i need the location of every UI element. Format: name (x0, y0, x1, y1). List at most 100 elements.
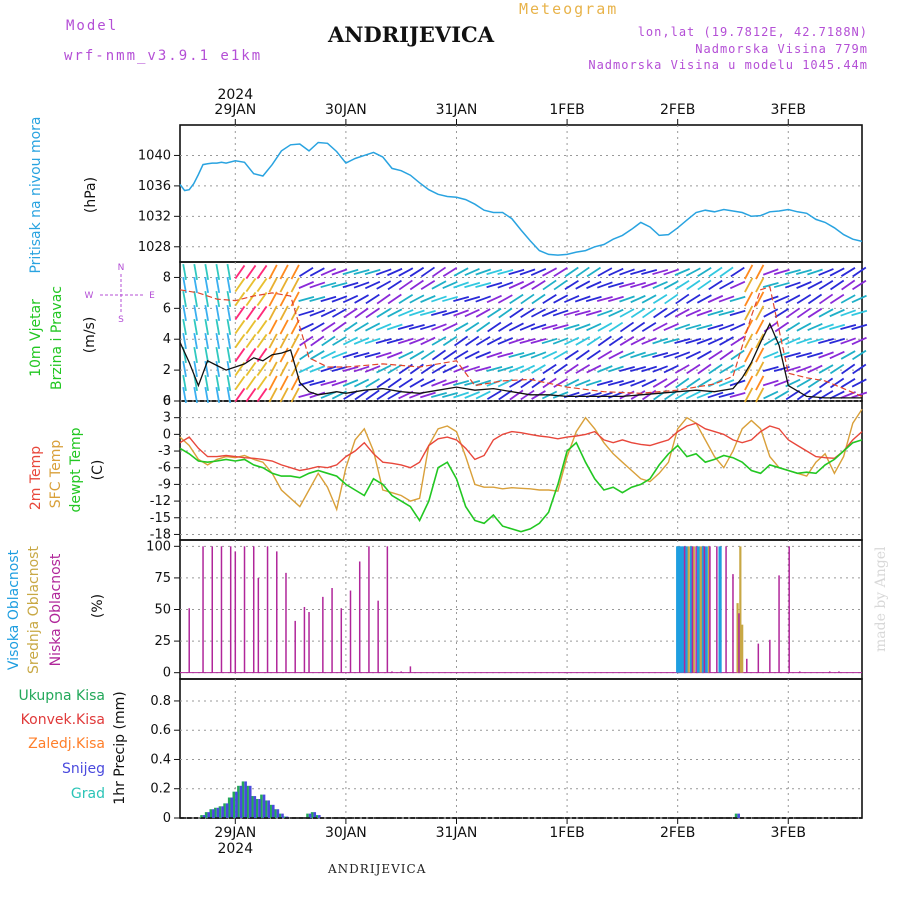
precip-bar-total (283, 816, 286, 818)
wind-arrow (719, 280, 734, 290)
wind-arrow (204, 276, 210, 294)
wind-arrow (476, 321, 491, 333)
wind-arrow (420, 349, 436, 361)
wind-arrow (840, 309, 857, 317)
station-title: ANDRIJEVICA (328, 22, 495, 47)
wind-arrow (309, 365, 326, 373)
wind-arrow (519, 280, 535, 290)
wind-arrow (309, 380, 326, 386)
precip-bar-snow (262, 794, 266, 818)
wind-arrow (796, 322, 812, 332)
wind-arrow (774, 321, 789, 333)
precip-legend-item: Snijeg (62, 761, 105, 777)
wind-arrow (652, 365, 668, 373)
wind-arrow (204, 332, 210, 350)
wind-arrow (234, 319, 246, 335)
pressure-unit-label: (hPa) (83, 177, 99, 213)
wind-arrow (256, 319, 268, 335)
wind-arrow (696, 324, 713, 330)
wind-arrow (475, 336, 491, 346)
wind-arrow (596, 380, 613, 386)
wind-arrow (279, 319, 289, 335)
top-year-label: 2024 (217, 87, 253, 103)
wind-arrow (663, 364, 679, 374)
wind-arrow (519, 351, 536, 359)
wind-arrow (755, 375, 765, 391)
wind-arrow (398, 279, 413, 291)
top-time-label: 29JAN (214, 102, 256, 118)
clouds-ytick-label: 100 (146, 539, 171, 554)
precip-bar-snow (212, 809, 215, 818)
wind-arrow (652, 337, 669, 345)
wind-arrow (707, 391, 724, 399)
wind-arrow (708, 363, 723, 375)
wind-arrow (376, 389, 391, 401)
wind-arrow (331, 379, 348, 387)
wind-arrow (331, 351, 348, 359)
wind-arrow (707, 294, 724, 304)
wind-arrow (542, 267, 558, 277)
wind-arrow (343, 307, 358, 319)
wind-arrow (796, 337, 812, 345)
wind-arrow (696, 391, 713, 399)
pressure-ytick-label: 1036 (138, 179, 171, 194)
wind-arrow (498, 307, 513, 319)
wind-arrow (718, 295, 735, 303)
wind-arrow (268, 387, 278, 403)
precip-bar-snow (235, 791, 238, 818)
wind-axis-label: 10m Vjetar (28, 299, 44, 377)
wind-arrow (364, 352, 381, 358)
wind-arrow (299, 349, 314, 361)
wind-arrow (553, 378, 568, 388)
wind-arrow (697, 350, 712, 360)
wind-arrow (531, 377, 546, 389)
wind-arrow (608, 321, 624, 333)
wind-arrow (475, 282, 492, 288)
wind-arrow (641, 351, 658, 359)
wind-arrow (320, 365, 337, 373)
wind-arrow (553, 279, 568, 291)
precip-bar-snow (258, 798, 261, 818)
wind-arrow (431, 379, 447, 387)
wind-arrow (453, 350, 469, 360)
wind-arrow (541, 309, 558, 317)
wind-arrow (630, 366, 647, 372)
wind-arrow (464, 321, 480, 333)
wind-arrow (530, 351, 547, 359)
wind-arrow (279, 361, 289, 377)
wind-arrow (829, 308, 845, 318)
wind-arrow (586, 280, 602, 290)
wind-arrow (520, 389, 535, 401)
wind-arrow (520, 308, 535, 318)
wind-arrow (309, 309, 326, 317)
wind-arrow (279, 347, 289, 363)
wind-arrow (663, 323, 679, 331)
wind-arrow (453, 281, 469, 289)
wind-arrow (685, 267, 701, 277)
wind-arrow (755, 277, 765, 293)
wind-arrow (718, 379, 735, 387)
wind-arrow (256, 277, 268, 293)
wind-arrow (597, 365, 613, 373)
wind-arrow (475, 390, 491, 400)
wind-arrow (387, 293, 402, 305)
wind-arrow (531, 308, 547, 318)
wind-arrow (442, 379, 458, 387)
wind-arrow (697, 378, 712, 388)
wind-arrow (342, 268, 359, 276)
precip-bar-total (306, 813, 309, 818)
wind-arrow (420, 336, 436, 346)
wind-arrow (686, 363, 701, 375)
wind-arrow (652, 293, 668, 305)
wind-arrow (697, 279, 712, 291)
wind-arrow (641, 321, 657, 333)
wind-arrow (564, 378, 580, 388)
wind-arrow (453, 309, 469, 317)
wind-arrow (508, 365, 525, 373)
precip-bar-total (315, 815, 319, 818)
wind-arrow (354, 378, 370, 388)
wind-arrow (342, 351, 359, 359)
wind-arrow (226, 374, 232, 392)
wind-arrow (818, 377, 834, 389)
wind-arrow (641, 337, 657, 345)
